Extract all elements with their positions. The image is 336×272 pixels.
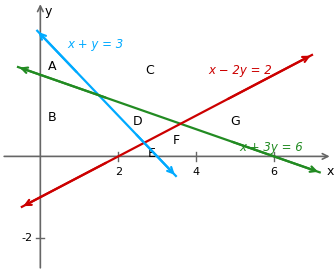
Text: y: y [45, 5, 52, 18]
Text: B: B [48, 111, 56, 124]
Text: C: C [145, 64, 154, 77]
Text: E: E [148, 147, 155, 160]
Text: 6: 6 [270, 166, 278, 177]
Text: x + 3y = 6: x + 3y = 6 [239, 141, 303, 154]
Text: x + y = 3: x + y = 3 [68, 38, 124, 51]
Text: 4: 4 [193, 166, 200, 177]
Text: x − 2y = 2: x − 2y = 2 [208, 64, 271, 77]
Text: D: D [133, 115, 142, 128]
Text: -2: -2 [22, 233, 33, 243]
Text: A: A [48, 60, 56, 73]
Text: 2: 2 [115, 166, 122, 177]
Text: x: x [327, 165, 334, 178]
Text: F: F [173, 134, 180, 147]
Text: G: G [230, 115, 240, 128]
